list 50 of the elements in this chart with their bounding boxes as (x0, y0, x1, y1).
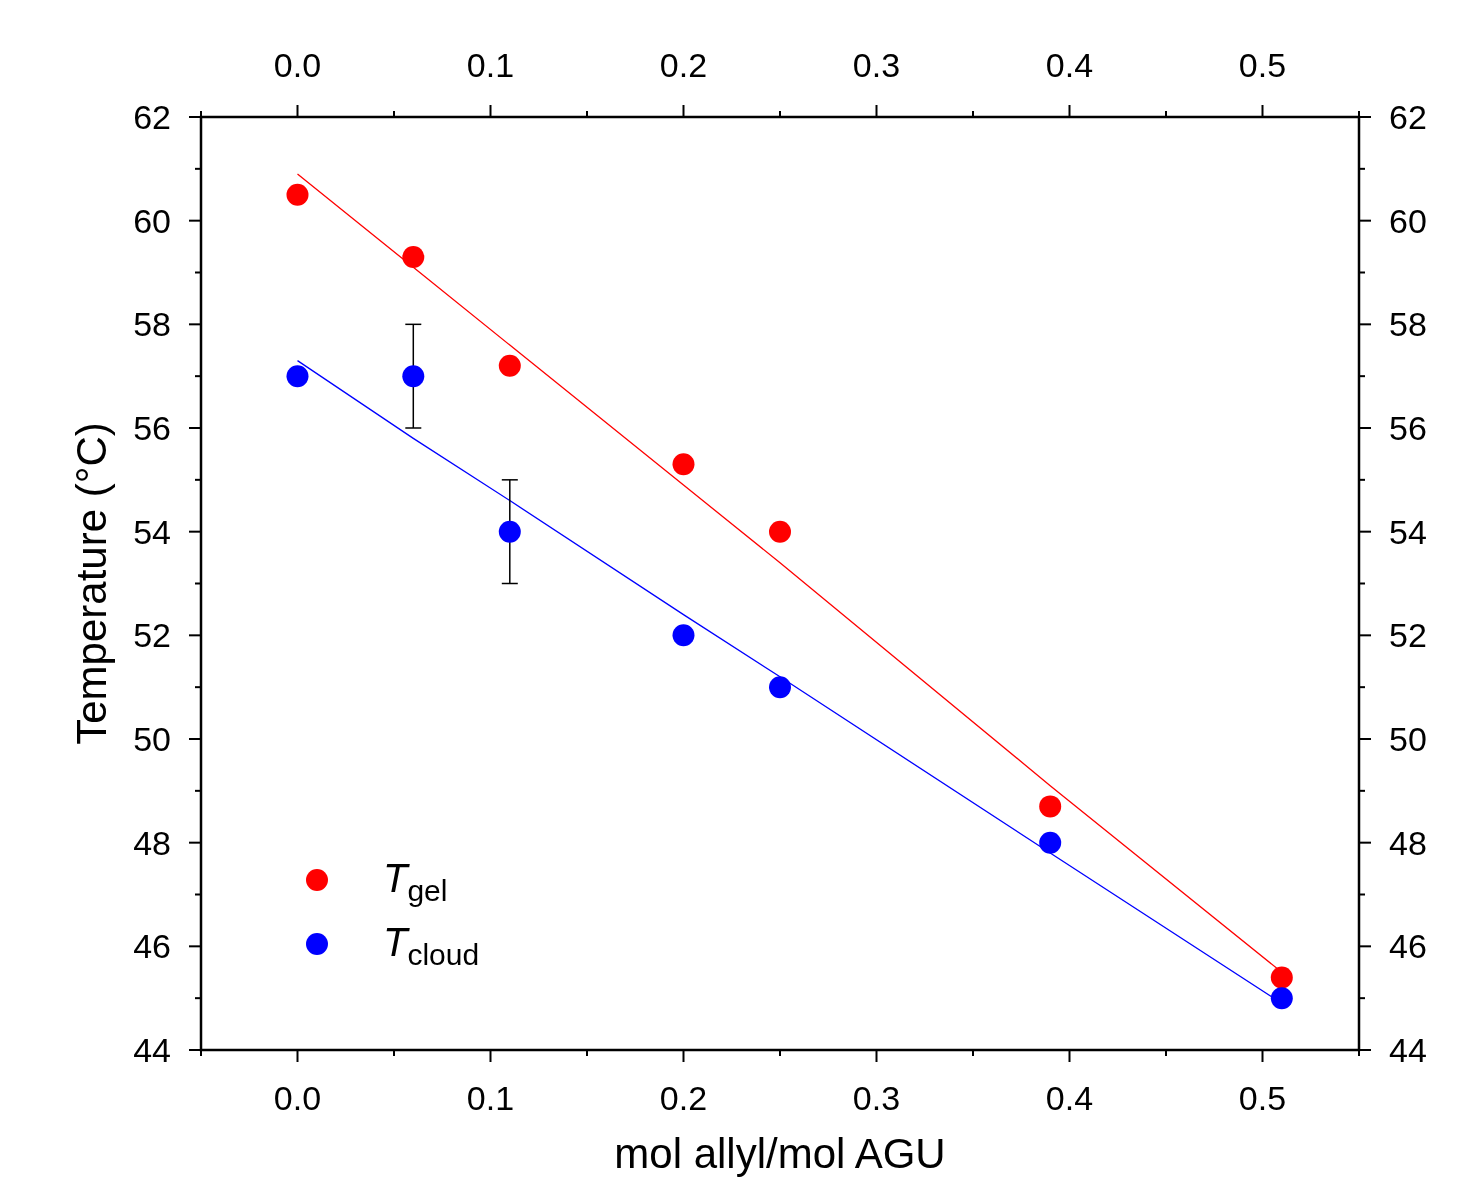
y2-tick-label: 44 (1389, 1031, 1427, 1069)
x2-tick-label: 0.3 (852, 46, 901, 84)
x-tick-label: 0.3 (852, 1079, 901, 1117)
legend-label: T$_{cloud}$ (383, 920, 480, 971)
point (402, 365, 425, 388)
x-tick-label: 0.1 (466, 1079, 515, 1117)
y-tick-label: 56 (133, 409, 171, 447)
y-tick-label: 54 (133, 512, 171, 551)
point (1039, 831, 1062, 854)
x-tick-label: 0.0 (273, 1079, 322, 1117)
y2-tick-label: 50 (1389, 720, 1427, 758)
y2-tick-label: 56 (1389, 409, 1427, 447)
y-tick-label: 62 (133, 98, 171, 136)
x-tick-label: 0.4 (1045, 1079, 1094, 1117)
y2-tick-label: 60 (1389, 201, 1427, 240)
point (498, 354, 521, 377)
point (402, 245, 425, 268)
point (286, 365, 309, 388)
x2-tick-label: 0.2 (659, 46, 708, 84)
y-tick-label: 58 (133, 305, 171, 344)
x-tick-label: 0.2 (659, 1079, 708, 1117)
y2-tick-label: 52 (1389, 616, 1427, 655)
x2-tick-label: 0.1 (466, 46, 515, 84)
y-axis-title: Temperature (°C) (68, 422, 115, 745)
y2-tick-label: 48 (1389, 823, 1427, 862)
y2-tick-label: 46 (1389, 927, 1427, 966)
legend-label: T$_{gel}$ (383, 856, 448, 907)
point (286, 183, 309, 206)
y-tick-label: 48 (133, 823, 171, 862)
x2-tick-label: 0.0 (273, 46, 322, 84)
y-tick-label: 44 (133, 1031, 171, 1069)
y-tick-label: 52 (133, 616, 171, 655)
point (1039, 795, 1062, 818)
x2-tick-label: 0.4 (1045, 46, 1094, 84)
y-tick-label: 46 (133, 927, 171, 966)
point (1270, 987, 1293, 1010)
x-tick-label: 0.5 (1238, 1079, 1287, 1117)
point (498, 520, 521, 543)
y2-tick-label: 62 (1389, 98, 1427, 136)
point (769, 676, 791, 699)
y2-tick-label: 58 (1389, 305, 1427, 344)
y-tick-label: 50 (133, 720, 171, 758)
x-axis-title: mol allyl/mol AGU (614, 1130, 946, 1177)
point (672, 624, 695, 647)
point (672, 453, 695, 476)
x2-tick-label: 0.5 (1238, 46, 1287, 84)
point (1270, 966, 1293, 989)
y-tick-label: 60 (133, 201, 171, 240)
y2-tick-label: 54 (1389, 512, 1427, 551)
point (769, 520, 791, 543)
